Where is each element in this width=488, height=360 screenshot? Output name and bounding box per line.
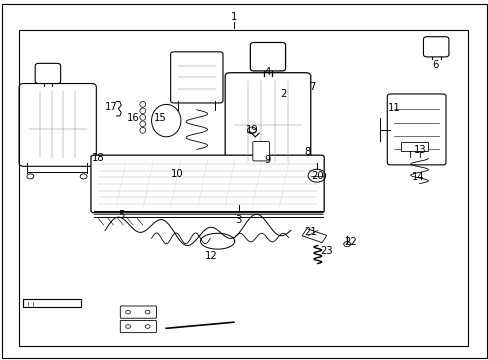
Text: 14: 14: [411, 172, 424, 182]
Ellipse shape: [140, 127, 145, 133]
Text: 21: 21: [304, 227, 317, 237]
FancyBboxPatch shape: [170, 52, 223, 103]
FancyBboxPatch shape: [252, 141, 269, 161]
FancyBboxPatch shape: [19, 84, 96, 166]
Bar: [400, 142, 427, 151]
Text: 17: 17: [105, 102, 118, 112]
Text: 3: 3: [235, 215, 241, 225]
Text: 4: 4: [264, 67, 270, 77]
Ellipse shape: [140, 121, 145, 127]
Bar: [23, 299, 81, 307]
Text: 7: 7: [308, 82, 315, 92]
Ellipse shape: [140, 108, 145, 114]
Text: 23: 23: [320, 246, 332, 256]
Text: 20: 20: [311, 171, 324, 181]
FancyBboxPatch shape: [120, 320, 156, 333]
FancyBboxPatch shape: [91, 155, 324, 213]
Text: 9: 9: [264, 155, 271, 165]
Text: 15: 15: [154, 113, 166, 123]
Text: 13: 13: [413, 145, 426, 156]
Text: 1: 1: [230, 12, 237, 22]
Ellipse shape: [140, 102, 145, 107]
FancyBboxPatch shape: [120, 306, 156, 318]
Bar: [302, 229, 326, 243]
Text: 6: 6: [431, 60, 438, 70]
Text: 16: 16: [126, 113, 139, 123]
Text: 12: 12: [204, 251, 217, 261]
Bar: [19, 30, 468, 346]
FancyBboxPatch shape: [423, 37, 448, 57]
FancyBboxPatch shape: [386, 94, 445, 165]
Text: 8: 8: [304, 147, 309, 157]
Text: 18: 18: [91, 153, 104, 163]
Text: 10: 10: [170, 168, 183, 179]
FancyBboxPatch shape: [224, 73, 310, 169]
FancyBboxPatch shape: [35, 63, 61, 84]
Text: 19: 19: [245, 125, 258, 135]
FancyBboxPatch shape: [250, 42, 285, 71]
Text: 5: 5: [118, 210, 124, 220]
Ellipse shape: [140, 114, 145, 120]
Text: 11: 11: [387, 103, 400, 113]
Ellipse shape: [151, 104, 181, 137]
Text: 2: 2: [280, 89, 286, 99]
Text: 22: 22: [344, 237, 357, 247]
